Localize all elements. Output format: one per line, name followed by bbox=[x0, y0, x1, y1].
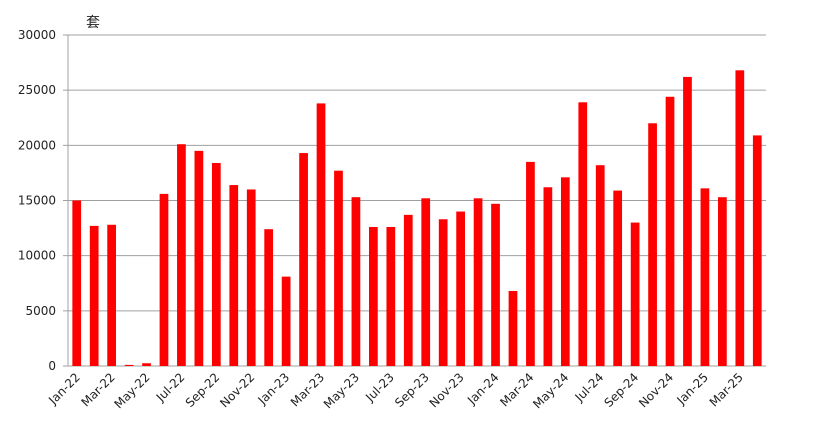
bar bbox=[578, 102, 588, 366]
bar bbox=[264, 229, 274, 366]
y-tick-label: 20000 bbox=[18, 138, 56, 152]
bar bbox=[421, 198, 431, 366]
x-tick-label: Jan-23 bbox=[255, 370, 293, 408]
bar bbox=[718, 197, 727, 366]
x-tick-label: Mar-22 bbox=[79, 370, 118, 409]
bar bbox=[351, 197, 361, 366]
bar bbox=[229, 185, 239, 366]
x-tick-label: Nov-24 bbox=[636, 370, 676, 410]
x-tick-label: Nov-23 bbox=[427, 370, 467, 410]
unit-label: 套 bbox=[86, 15, 100, 31]
x-tick-label: May-23 bbox=[321, 370, 362, 411]
x-tick-label: Sep-22 bbox=[183, 370, 223, 410]
y-tick-label: 15000 bbox=[18, 194, 56, 208]
x-tick-label: Sep-23 bbox=[392, 370, 432, 410]
bar bbox=[613, 190, 623, 366]
x-tick-label: Sep-24 bbox=[601, 370, 641, 410]
bar bbox=[560, 177, 570, 366]
y-tick-label: 10000 bbox=[18, 249, 56, 263]
x-tick-label: May-22 bbox=[111, 370, 152, 411]
bar bbox=[334, 170, 343, 366]
y-tick-label: 5000 bbox=[25, 304, 56, 318]
bar bbox=[752, 135, 762, 366]
y-tick-label: 0 bbox=[48, 359, 56, 373]
bar bbox=[508, 290, 518, 366]
bar bbox=[281, 276, 291, 366]
bar bbox=[700, 188, 710, 366]
bar bbox=[526, 161, 535, 366]
bar bbox=[648, 123, 657, 367]
bar bbox=[142, 363, 151, 366]
x-tick-label: Mar-25 bbox=[707, 370, 746, 409]
x-tick-label: Mar-24 bbox=[497, 370, 536, 409]
x-tick-label: Nov-22 bbox=[217, 370, 257, 410]
bar bbox=[473, 198, 483, 366]
bar bbox=[683, 76, 692, 366]
bar bbox=[491, 203, 500, 366]
bar bbox=[456, 211, 465, 366]
x-tick-label: Jan-22 bbox=[45, 370, 83, 408]
bar bbox=[543, 187, 553, 366]
bar bbox=[403, 214, 413, 366]
bar bbox=[211, 162, 221, 366]
bar bbox=[438, 219, 448, 366]
bar bbox=[177, 144, 186, 366]
bar bbox=[124, 364, 134, 366]
bar bbox=[665, 96, 675, 366]
bar bbox=[316, 103, 326, 366]
bar bbox=[630, 222, 640, 366]
x-tick-label: Jan-24 bbox=[464, 370, 502, 408]
bar bbox=[735, 70, 745, 366]
bar bbox=[595, 165, 605, 366]
x-tick-label: May-24 bbox=[530, 370, 571, 411]
bar bbox=[72, 200, 82, 366]
y-tick-label: 30000 bbox=[18, 28, 56, 42]
bar bbox=[159, 193, 169, 366]
bar bbox=[194, 150, 204, 366]
bar bbox=[107, 224, 116, 366]
x-tick-label: Jan-25 bbox=[673, 370, 711, 408]
bar bbox=[299, 153, 308, 366]
bar bbox=[89, 225, 99, 366]
y-tick-label: 25000 bbox=[18, 83, 56, 97]
x-tick-label: Mar-23 bbox=[288, 370, 327, 409]
bar bbox=[386, 226, 396, 366]
bar bbox=[369, 226, 378, 366]
bar bbox=[246, 189, 256, 366]
